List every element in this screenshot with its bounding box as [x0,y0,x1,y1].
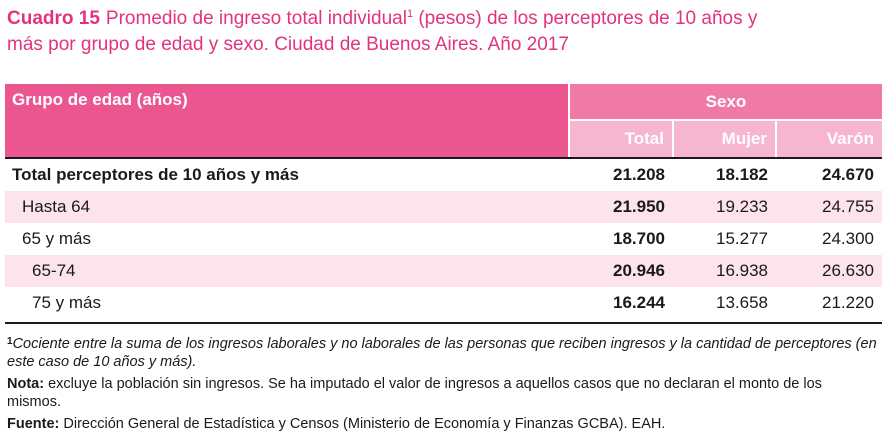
fuente: Fuente: Dirección General de Estadística… [7,415,877,433]
header-col-varon: Varón [775,119,882,157]
table-bottom-rule [5,322,882,324]
table-row: 75 y más 16.244 13.658 21.220 [5,287,882,319]
fuente-text: Dirección General de Estadística y Censo… [59,416,666,432]
row-label: 65-74 [5,255,569,287]
row-label: Total perceptores de 10 años y más [12,165,299,184]
title-text-line2: más por grupo de edad y sexo. Ciudad de … [7,34,569,55]
cell-varon: 21.220 [822,293,874,312]
cell-total: 16.244 [613,293,665,312]
cell-total: 21.208 [613,165,665,184]
header-row-1: Grupo de edad (años) Sexo [5,84,882,157]
footnote-marker: 1 [7,336,13,347]
table-row: Total perceptores de 10 años y más 21.20… [5,159,882,191]
cell-varon: 26.630 [776,255,882,287]
title-footnote-marker: 1 [406,8,414,20]
title-text-line1-rest: (pesos) de los perceptores de 10 años y [413,8,758,29]
footnote: 1Cociente entre la suma de los ingresos … [7,333,877,371]
row-label: 65 y más [22,229,91,248]
row-label: 75 y más [32,293,101,312]
cell-mujer: 15.277 [716,229,768,248]
nota: Nota: excluye la población sin ingresos.… [7,375,877,411]
header-col-mujer: Mujer [672,119,776,157]
cell-varon: 24.755 [776,191,882,223]
header-group-label: Grupo de edad (años) [5,84,569,157]
table-row: 65 y más 18.700 15.277 24.300 [5,223,882,255]
cell-mujer: 18.182 [716,165,768,184]
header-sexo-label: Sexo [568,84,882,120]
row-label: Hasta 64 [5,191,569,223]
header-col-total: Total [568,119,673,157]
nota-text: excluye la población sin ingresos. Se ha… [7,376,822,410]
nota-label: Nota: [7,376,45,392]
cell-total: 18.700 [613,229,665,248]
cell-mujer: 13.658 [716,293,768,312]
title-text-line1: Promedio de ingreso total individual [105,8,407,29]
table-row: Hasta 64 21.950 19.233 24.755 [5,191,882,223]
header-row-2: Total Mujer Varón [5,119,882,157]
cell-varon: 24.300 [822,229,874,248]
data-table: Grupo de edad (años) Sexo Total Mujer Va… [5,84,882,319]
cell-total: 20.946 [569,255,673,287]
fuente-label: Fuente: [7,416,60,432]
header-separator [5,157,882,159]
table-row: 65-74 20.946 16.938 26.630 [5,255,882,287]
cell-mujer: 19.233 [673,191,776,223]
cell-mujer: 16.938 [673,255,776,287]
table-number: Cuadro 15 [7,8,100,29]
table-notes: 1Cociente entre la suma de los ingresos … [7,333,877,433]
cell-varon: 24.670 [822,165,874,184]
cell-total: 21.950 [569,191,673,223]
table-title: Cuadro 15 Promedio de ingreso total indiv… [7,6,877,58]
footnote-text: Cociente entre la suma de los ingresos l… [7,336,877,370]
